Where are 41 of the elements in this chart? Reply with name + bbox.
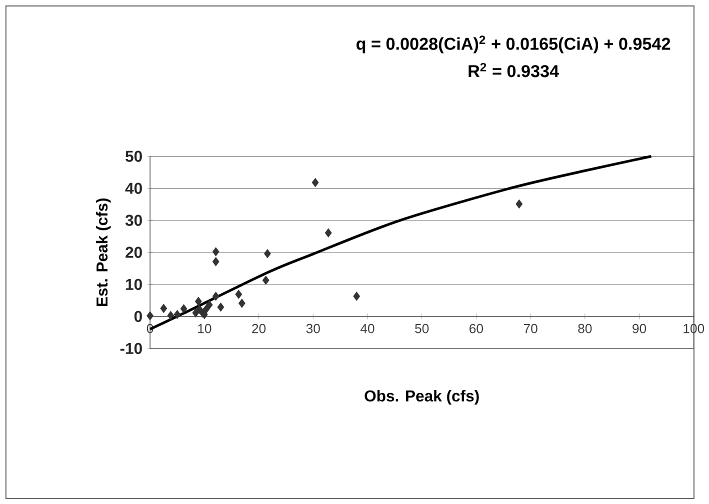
- x-tick-label: 20: [252, 324, 266, 333]
- point: [235, 290, 242, 299]
- x-tick-label: 50: [415, 324, 429, 333]
- point: [312, 178, 319, 187]
- point: [516, 199, 523, 208]
- x-tick-label: 70: [524, 324, 538, 333]
- point: [262, 276, 270, 285]
- point: [195, 296, 202, 306]
- point: [238, 298, 246, 308]
- x-tick-label: 60: [470, 324, 484, 333]
- point: [160, 304, 168, 313]
- y-tick-label: 10: [126, 278, 142, 290]
- point: [212, 256, 220, 266]
- point: [192, 308, 200, 318]
- y-axis-title: Est. Peak (cfs): [96, 198, 111, 306]
- point: [196, 304, 203, 314]
- text: q = 0.0028(CiA)$^{2}$ + 0.0165(CiA) + 0.9542: [356, 35, 670, 54]
- y-tick-label: 20: [126, 246, 142, 258]
- point: [264, 248, 271, 258]
- point: [206, 300, 213, 310]
- x-tick-label: 30: [306, 324, 320, 333]
- text: R$^{2}$ = 0.9334: [468, 62, 559, 78]
- x-tick-label: 80: [578, 324, 592, 333]
- x-tick-label: 10: [198, 324, 212, 333]
- point: [167, 310, 174, 320]
- y-tick-label: 0: [134, 310, 142, 322]
- point: [353, 292, 360, 301]
- point: [217, 302, 224, 312]
- x-tick-label: 40: [360, 324, 374, 333]
- y-tick-label: 40: [125, 182, 142, 194]
- point: [212, 247, 220, 256]
- point: [174, 310, 181, 319]
- y-tick-label: 50: [126, 150, 142, 162]
- point: [212, 292, 220, 301]
- x-axis-title: Obs. Peak (cfs): [364, 390, 479, 404]
- point: [324, 228, 332, 238]
- x-tick-label: 90: [632, 324, 646, 333]
- point: [180, 304, 188, 314]
- y-tick-label: 30: [125, 214, 142, 226]
- y-tick-label: -10: [120, 342, 142, 354]
- point: [146, 311, 154, 320]
